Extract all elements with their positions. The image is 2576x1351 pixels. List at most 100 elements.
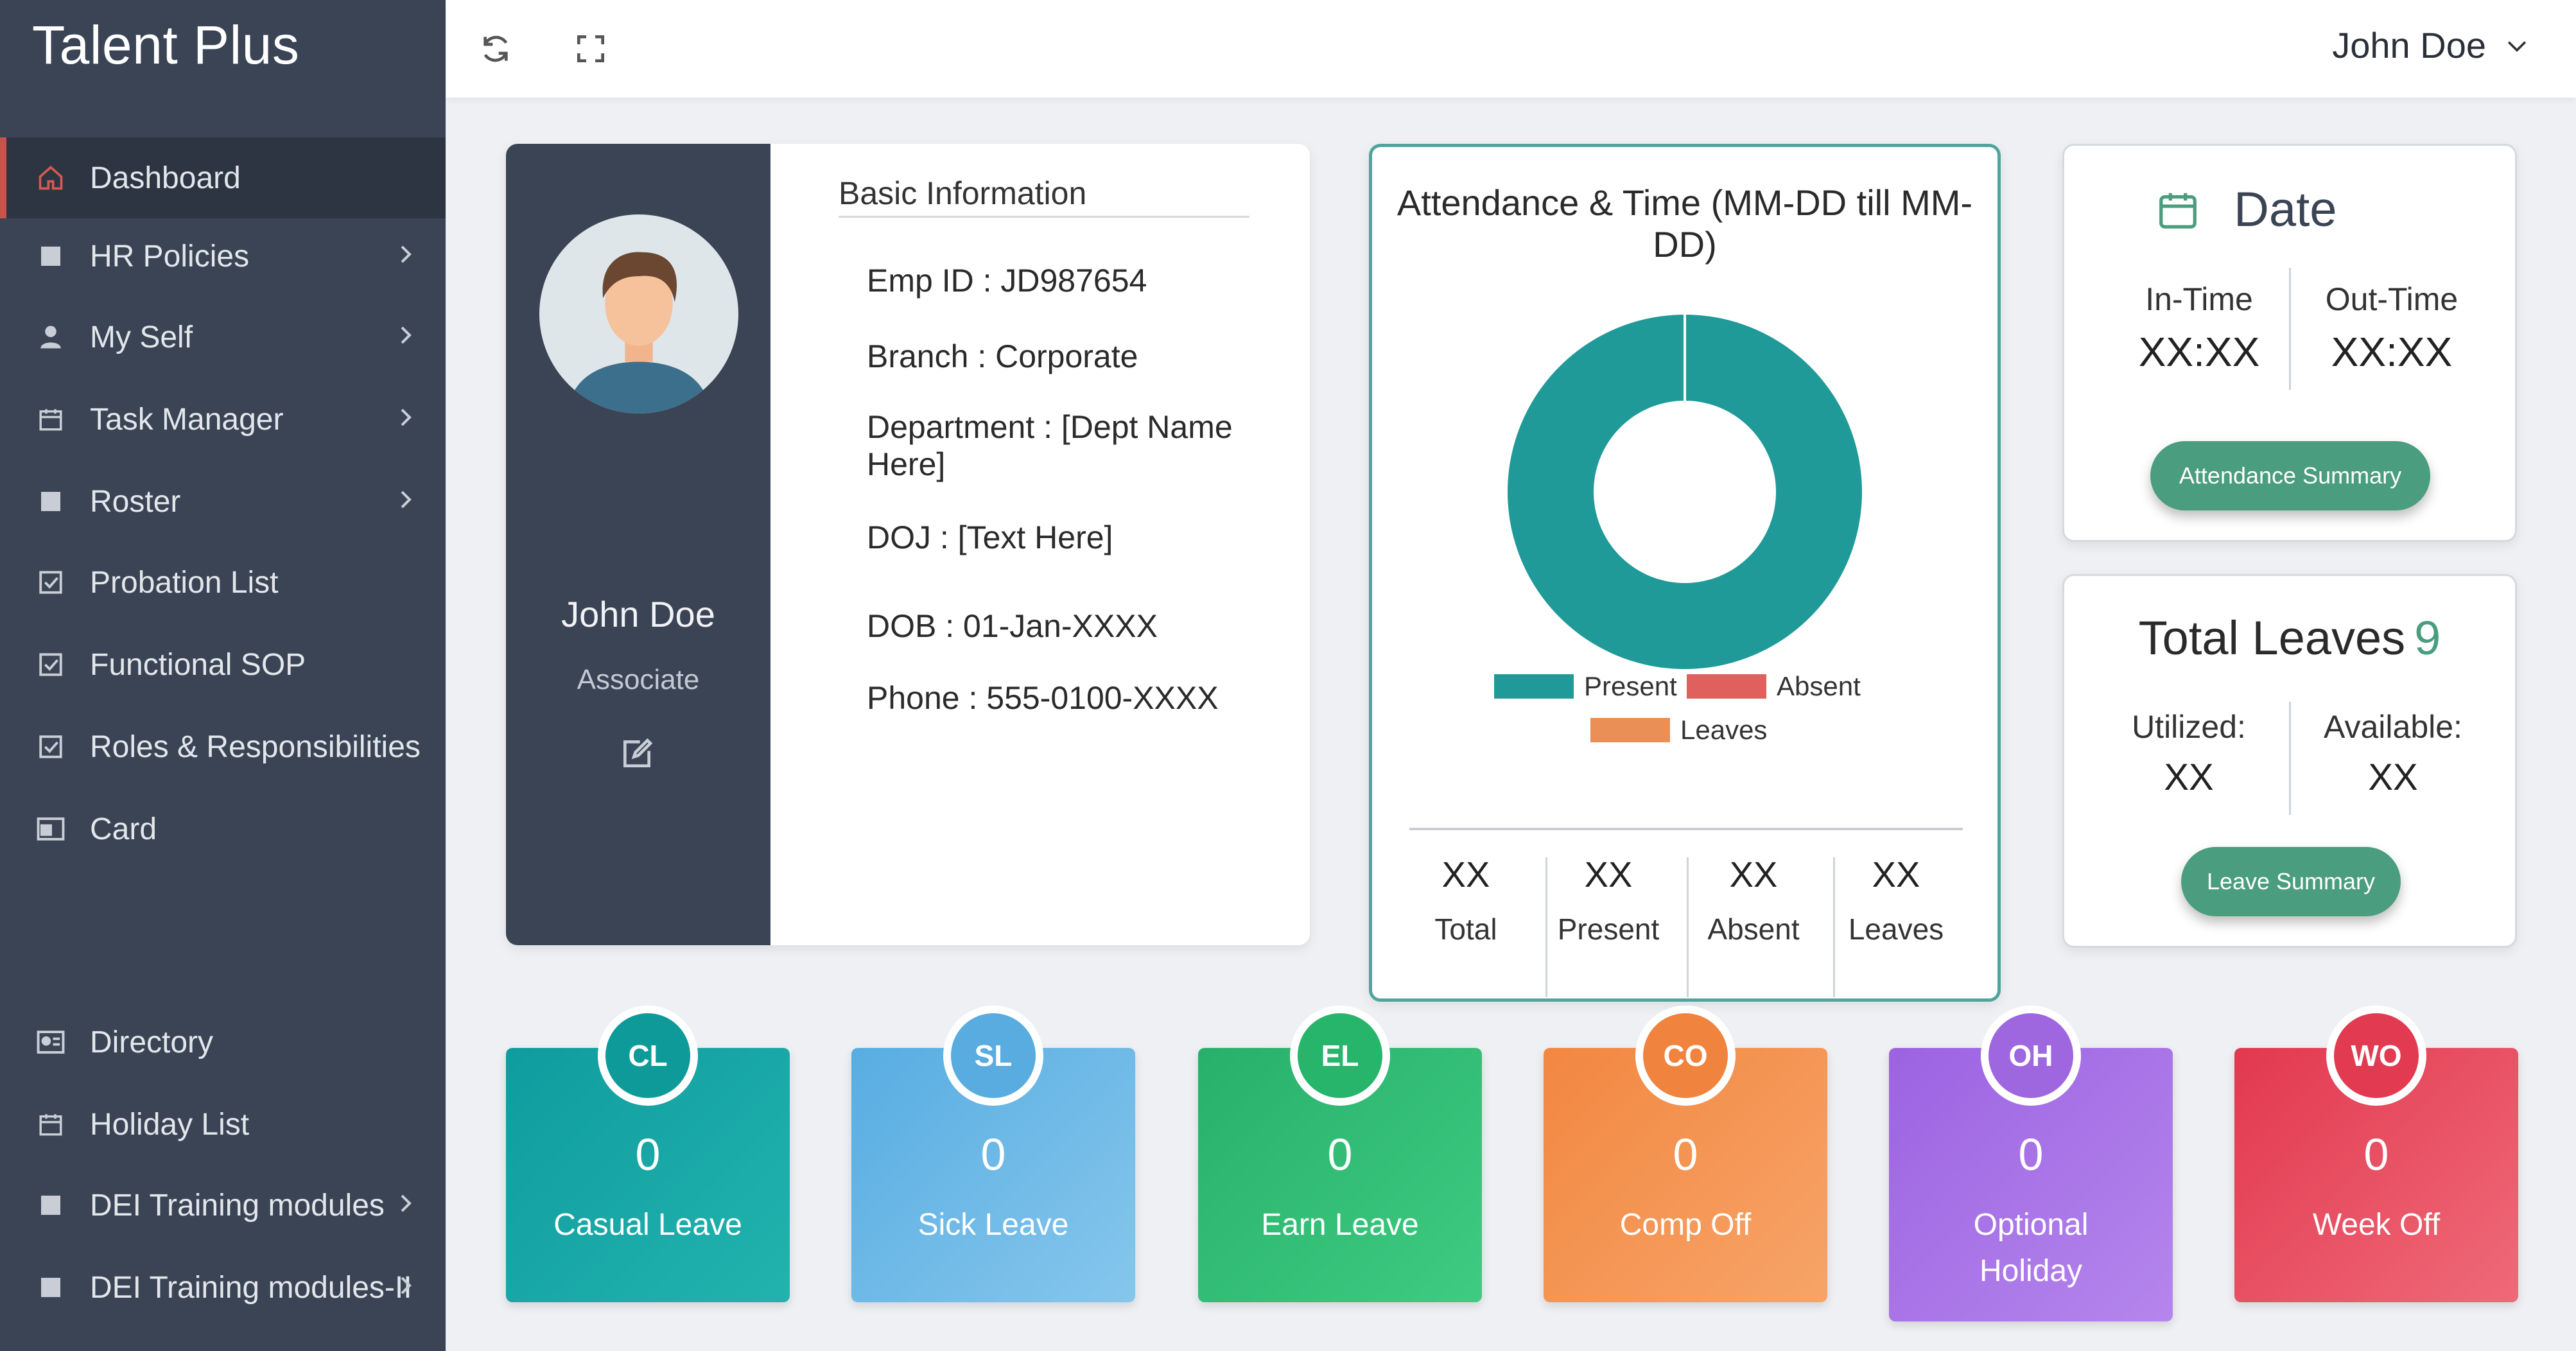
stat-value: XX xyxy=(1584,854,1633,894)
sidebar-item-label: HR Policies xyxy=(90,239,250,274)
leave-count: 0 xyxy=(635,1129,661,1180)
top-bar: John Doe xyxy=(446,0,2576,98)
stat-value: XX xyxy=(1729,854,1778,894)
leave-code-badge: OH xyxy=(1981,1006,2081,1106)
chevron-right-icon xyxy=(401,245,412,263)
divider xyxy=(2289,268,2291,390)
sidebar-item-roster[interactable]: Roster xyxy=(0,461,446,542)
sidebar-item-label: Probation List xyxy=(90,565,279,600)
checkbox-icon xyxy=(35,566,67,598)
total-leaves-card: Total Leaves 9 Utilized: XX Available: XX… xyxy=(2062,574,2517,948)
stat-label: Absent xyxy=(1707,912,1800,946)
sidebar-item-hr-policies[interactable]: HR Policies xyxy=(0,216,446,297)
leave-summary-button[interactable]: Leave Summary xyxy=(2181,847,2401,916)
leave-tile-week-off[interactable]: WO 0 Week Off xyxy=(2234,1006,2518,1302)
stat-present: XX Present xyxy=(1538,853,1679,946)
legend-item-absent: Absent xyxy=(1687,671,1861,702)
stat-label: Present xyxy=(1557,912,1660,946)
donut-slice-present xyxy=(1507,315,1862,669)
leave-name: Optional Holiday xyxy=(1973,1208,2089,1288)
sidebar-item-holiday-list[interactable]: Holiday List xyxy=(0,1084,446,1165)
stat-value: XX xyxy=(1872,854,1920,894)
leave-name: Comp Off xyxy=(1619,1208,1752,1242)
branch: Branch : Corporate xyxy=(867,338,1138,374)
date-card: Date In-Time XX:XX Out-Time XX:XX Attend… xyxy=(2062,144,2517,542)
chevron-right-icon xyxy=(401,491,412,509)
leave-count: 0 xyxy=(2018,1129,2044,1180)
out-time-value: XX:XX xyxy=(2331,329,2453,375)
legend-label-present: Present xyxy=(1584,671,1677,701)
leave-tile-earn[interactable]: EL 0 Earn Leave xyxy=(1198,1006,1482,1302)
leave-tile-comp-off[interactable]: CO 0 Comp Off xyxy=(1544,1006,1827,1302)
total-leaves-title: Total Leaves xyxy=(2138,611,2406,665)
sidebar-item-functional-sop[interactable]: Functional SOP xyxy=(0,624,446,705)
refresh-icon[interactable] xyxy=(478,31,514,67)
document-icon xyxy=(35,1189,67,1221)
app-title: Talent Plus xyxy=(32,15,300,75)
user-menu[interactable]: John Doe xyxy=(2332,24,2531,66)
document-icon xyxy=(35,485,67,518)
sidebar-item-label: Task Manager xyxy=(90,402,284,437)
fullscreen-icon[interactable] xyxy=(573,31,609,67)
stat-value: XX xyxy=(1441,854,1490,894)
document-icon xyxy=(35,1271,67,1303)
sidebar-item-label: Roster xyxy=(90,484,181,519)
sidebar-item-label: Dashboard xyxy=(90,161,241,195)
sidebar-item-task-manager[interactable]: Task Manager xyxy=(0,379,446,460)
sidebar-item-probation-list[interactable]: Probation List xyxy=(0,542,446,623)
chevron-right-icon xyxy=(401,326,412,344)
sidebar-item-card[interactable]: Card xyxy=(0,789,446,869)
legend-item-present: Present xyxy=(1494,671,1677,702)
attendance-donut-chart xyxy=(1507,315,1862,669)
available-value: XX xyxy=(2368,756,2418,798)
in-time-label: In-Time xyxy=(2145,281,2253,317)
attendance-summary-button[interactable]: Attendance Summary xyxy=(2150,441,2430,510)
checkbox-icon xyxy=(35,649,67,681)
sidebar-item-roles-responsibilities[interactable]: Roles & Responsibilities xyxy=(0,706,446,787)
checkbox-icon xyxy=(35,731,67,763)
sidebar-item-dei-training-modules-ii[interactable]: DEI Training modules-II xyxy=(0,1247,446,1328)
dob: DOB : 01-Jan-XXXX xyxy=(867,608,1158,644)
basic-info-title: Basic Information xyxy=(839,175,1087,211)
leave-count: 0 xyxy=(1327,1129,1353,1180)
sidebar-item-dashboard[interactable]: Dashboard xyxy=(0,137,446,218)
chevron-down-icon xyxy=(2507,40,2527,52)
leave-tile-sick[interactable]: SL 0 Sick Leave xyxy=(851,1006,1135,1302)
profile-name: John Doe xyxy=(561,594,715,634)
attendance-title: Attendance & Time (MM-DD till MM-DD) xyxy=(1397,182,1973,265)
leave-code-badge: CL xyxy=(598,1006,698,1106)
leave-code-badge: SL xyxy=(943,1006,1043,1106)
emp-id: Emp ID : JD987654 xyxy=(867,263,1147,299)
leave-tile-casual[interactable]: CL 0 Casual Leave xyxy=(506,1006,790,1302)
sidebar-item-my-self[interactable]: My Self xyxy=(0,297,446,378)
edit-icon[interactable] xyxy=(619,736,655,772)
profile-card: John Doe Associate Basic Information Emp… xyxy=(506,144,1310,945)
total-leaves-count: 9 xyxy=(2414,611,2441,665)
divider xyxy=(1687,857,1689,997)
department: Department : [Dept Name Here] xyxy=(867,409,1233,482)
available-label: Available: xyxy=(2324,709,2462,745)
leave-name: Sick Leave xyxy=(918,1208,1069,1242)
leave-code-badge: WO xyxy=(2326,1006,2426,1106)
legend-swatch-present xyxy=(1494,674,1574,699)
sidebar-item-directory[interactable]: Directory xyxy=(0,1002,446,1083)
sidebar-item-label: Roles & Responsibilities xyxy=(90,729,421,764)
leave-count: 0 xyxy=(1673,1129,1698,1180)
legend-label-leaves: Leaves xyxy=(1680,715,1768,745)
phone: Phone : 555-0100-XXXX xyxy=(867,680,1219,716)
leave-tile-optional-holiday[interactable]: OH 0 Optional Holiday xyxy=(1889,1006,2173,1321)
home-icon xyxy=(35,162,67,194)
divider xyxy=(1545,857,1547,997)
sidebar-item-label: DEI Training modules-II xyxy=(90,1270,412,1305)
leave-code-badge: EL xyxy=(1290,1006,1390,1106)
legend-label-absent: Absent xyxy=(1777,671,1861,701)
sidebar-item-label: DEI Training modules xyxy=(90,1188,385,1223)
profile-panel: John Doe Associate xyxy=(506,144,770,945)
chevron-right-icon xyxy=(401,1277,412,1294)
divider xyxy=(2289,702,2291,815)
sidebar-item-dei-training-modules[interactable]: DEI Training modules xyxy=(0,1165,446,1246)
in-time-value: XX:XX xyxy=(2138,329,2260,375)
legend-swatch-leaves xyxy=(1590,718,1670,742)
leave-name: Casual Leave xyxy=(553,1208,742,1242)
sidebar-item-label: Holiday List xyxy=(90,1107,250,1142)
